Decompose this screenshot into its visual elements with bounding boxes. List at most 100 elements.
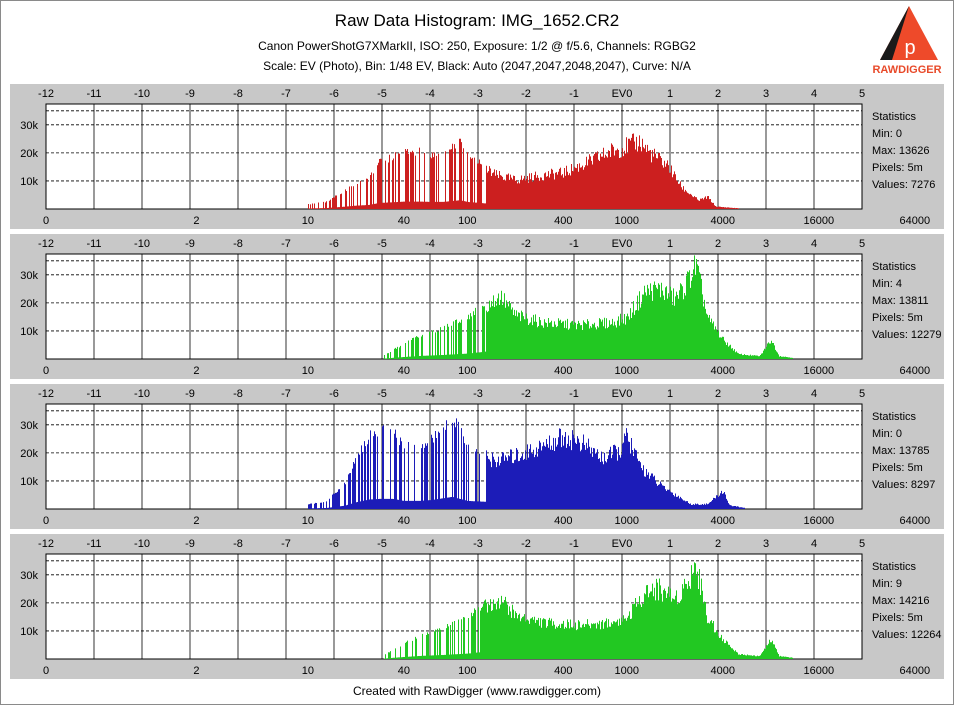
- ev-tick-label: 3: [763, 88, 769, 100]
- ev-tick-label: -10: [134, 388, 150, 400]
- ev-tick-label: -9: [185, 388, 195, 400]
- histogram-panel-g: 30k 20k 10k -12 -11 -10 -9 -8 -7 -6 -5 -4 -3 -2 -1 EV0 1…: [10, 234, 944, 379]
- ev-tick-label: -5: [377, 88, 387, 100]
- value-tick-label: 0: [43, 515, 49, 527]
- value-tick-label: 100: [458, 215, 476, 227]
- statistics-line: Max: 13626: [872, 145, 929, 157]
- ev-tick-label: -10: [134, 88, 150, 100]
- ev-tick-label: -3: [473, 538, 483, 550]
- ev-tick-label: -1: [569, 88, 579, 100]
- ev-tick-label: -2: [521, 388, 531, 400]
- ev-tick-label: -5: [377, 538, 387, 550]
- value-tick-label: 40: [398, 215, 410, 227]
- histogram-panel-g2: 30k 20k 10k -12 -11 -10 -9 -8 -7 -6 -5 -4 -3 -2 -1 EV0 1…: [10, 534, 944, 679]
- y-tick-label: 30k: [20, 420, 38, 432]
- ev-tick-label: 5: [859, 388, 865, 400]
- y-tick-label: 10k: [20, 626, 38, 638]
- ev-tick-label: -7: [281, 538, 291, 550]
- value-tick-label: 40: [398, 365, 410, 377]
- ev-tick-label: 2: [715, 538, 721, 550]
- ev-tick-label: -3: [473, 388, 483, 400]
- value-tick-label: 40: [398, 515, 410, 527]
- value-tick-label: 4000: [711, 515, 735, 527]
- statistics-line: Max: 13811: [872, 295, 929, 307]
- ev-tick-label: -10: [134, 238, 150, 250]
- ev-tick-label: -8: [233, 88, 243, 100]
- value-tick-label: 4000: [711, 665, 735, 677]
- value-tick-label: 400: [554, 365, 572, 377]
- ev-tick-label: EV0: [612, 388, 633, 400]
- statistics-line: Values: 7276: [872, 179, 935, 191]
- value-tick-label: 100: [458, 665, 476, 677]
- value-tick-label: 10: [302, 515, 314, 527]
- ev-tick-label: -11: [86, 538, 101, 550]
- ev-tick-label: 1: [667, 388, 673, 400]
- ev-tick-label: -2: [521, 238, 531, 250]
- histogram-panel-r: 30k 20k 10k -12 -11 -10 -9 -8 -7 -6 -5 -4 -3 -2 -1 EV0 1…: [10, 84, 944, 229]
- statistics-line: Max: 13785: [872, 445, 929, 457]
- ev-tick-label: 1: [667, 238, 673, 250]
- ev-tick-label: -8: [233, 538, 243, 550]
- value-tick-label: 100: [458, 365, 476, 377]
- ev-tick-label: 3: [763, 538, 769, 550]
- value-tick-label: 0: [43, 665, 49, 677]
- value-tick-label: 0: [43, 365, 49, 377]
- histogram-bars: [384, 255, 793, 359]
- statistics-line: Min: 9: [872, 578, 902, 590]
- ev-tick-label: -12: [38, 388, 54, 400]
- value-tick-label: 1000: [615, 665, 639, 677]
- value-tick-label: 16000: [804, 365, 835, 377]
- ev-tick-label: 5: [859, 238, 865, 250]
- ev-tick-label: -4: [425, 388, 435, 400]
- histogram-panel-b: 30k 20k 10k -12 -11 -10 -9 -8 -7 -6 -5 -4 -3 -2 -1 EV0 1…: [10, 384, 944, 529]
- ev-tick-label: -4: [425, 238, 435, 250]
- statistics-line: Statistics: [872, 111, 917, 123]
- logo-letter: p: [904, 37, 915, 59]
- value-tick-label: 1000: [615, 365, 639, 377]
- y-tick-label: 20k: [20, 148, 38, 160]
- statistics-line: Min: 0: [872, 128, 902, 140]
- value-tick-label: 64000: [900, 515, 931, 527]
- ev-tick-label: 2: [715, 388, 721, 400]
- value-tick-label: 400: [554, 515, 572, 527]
- scale-info: Scale: EV (Photo), Bin: 1/48 EV, Black: …: [263, 59, 691, 73]
- value-tick-label: 40: [398, 665, 410, 677]
- value-tick-label: 2: [193, 665, 199, 677]
- ev-tick-label: 4: [811, 238, 817, 250]
- logo-triangle-shadow: [880, 6, 909, 60]
- ev-tick-label: -8: [233, 388, 243, 400]
- ev-tick-label: -11: [86, 238, 101, 250]
- ev-tick-label: -6: [329, 388, 339, 400]
- y-tick-label: 30k: [20, 270, 38, 282]
- statistics-line: Values: 8297: [872, 479, 935, 491]
- ev-tick-label: -6: [329, 88, 339, 100]
- value-tick-label: 2: [193, 365, 199, 377]
- ev-tick-label: -3: [473, 88, 483, 100]
- ev-tick-label: -11: [86, 88, 101, 100]
- ev-tick-label: -4: [425, 88, 435, 100]
- ev-tick-label: -10: [134, 538, 150, 550]
- ev-tick-label: -8: [233, 238, 243, 250]
- value-tick-label: 1000: [615, 515, 639, 527]
- ev-tick-label: -12: [38, 538, 54, 550]
- footer-credit: Created with RawDigger (www.rawdigger.co…: [352, 684, 602, 698]
- ev-tick-label: 1: [667, 538, 673, 550]
- ev-tick-label: EV0: [612, 538, 633, 550]
- statistics-line: Pixels: 5m: [872, 162, 923, 174]
- ev-tick-label: -11: [86, 388, 101, 400]
- ev-tick-label: -5: [377, 238, 387, 250]
- ev-tick-label: 4: [811, 538, 817, 550]
- ev-tick-label: -4: [425, 538, 435, 550]
- rawdigger-logo: p RAWDIGGER: [872, 6, 942, 76]
- value-tick-label: 1000: [615, 215, 639, 227]
- ev-tick-label: 2: [715, 88, 721, 100]
- statistics-line: Pixels: 5m: [872, 462, 923, 474]
- ev-tick-label: 1: [667, 88, 673, 100]
- ev-tick-label: 4: [811, 88, 817, 100]
- statistics-line: Values: 12264: [872, 629, 942, 641]
- statistics-line: Pixels: 5m: [872, 312, 923, 324]
- value-tick-label: 100: [458, 515, 476, 527]
- statistics-line: Values: 12279: [872, 329, 942, 341]
- camera-info: Canon PowerShotG7XMarkII, ISO: 250, Expo…: [258, 39, 696, 53]
